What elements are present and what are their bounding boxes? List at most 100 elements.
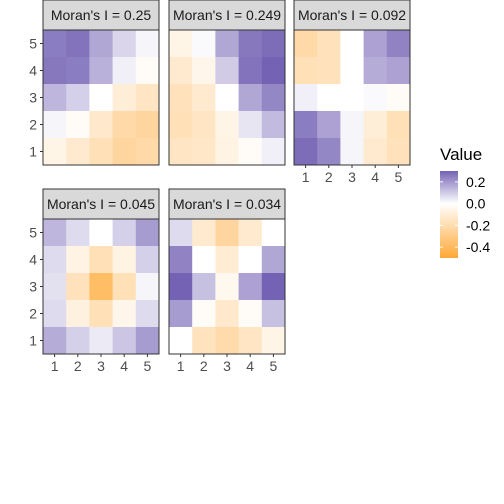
heatmap-cell xyxy=(43,327,67,355)
heatmap-cell xyxy=(89,300,114,328)
heatmap-cell xyxy=(215,30,240,58)
heatmap-cell xyxy=(261,138,286,166)
heatmap-cell xyxy=(112,246,137,274)
heatmap-cell xyxy=(43,246,67,274)
heatmap-cell xyxy=(135,273,160,301)
panel-border xyxy=(168,29,286,166)
x-tick-label: 3 xyxy=(348,169,356,185)
heatmap-cell xyxy=(89,273,114,301)
heatmap-cell xyxy=(386,111,411,139)
heatmap-cell xyxy=(192,219,216,247)
color-legend: Value 0.2 0.0 -0.2 -0.4 xyxy=(440,145,490,258)
y-tick-label: 3 xyxy=(29,279,37,295)
heatmap-cell xyxy=(89,246,114,274)
x-tick-label: 1 xyxy=(177,358,185,374)
x-tick-label: 3 xyxy=(97,358,105,374)
heatmap-cell xyxy=(261,246,286,274)
x-tick-label: 2 xyxy=(200,358,208,374)
heatmap-cell xyxy=(43,30,67,58)
heatmap-cell xyxy=(294,111,318,139)
heatmap-cell xyxy=(340,111,365,139)
heatmap-cell xyxy=(192,111,216,139)
heatmap-cell xyxy=(43,111,67,139)
heatmap-cell xyxy=(340,30,365,58)
heatmap-cell xyxy=(66,300,90,328)
heatmap-cell xyxy=(317,84,341,112)
heatmap-cell xyxy=(43,300,67,328)
heatmap-cell xyxy=(43,138,67,166)
y-tick-label: 1 xyxy=(29,333,37,349)
heatmap-cell xyxy=(294,30,318,58)
heatmap-cell xyxy=(89,57,114,85)
heatmap-cell xyxy=(66,57,90,85)
heatmap-cell xyxy=(66,84,90,112)
panel-strip-label: Moran's I = 0.045 xyxy=(47,196,155,212)
heatmap-cell xyxy=(294,57,318,85)
panel-strip-label: Moran's I = 0.249 xyxy=(173,7,281,23)
heatmap-cell xyxy=(340,84,365,112)
heatmap-cell xyxy=(317,111,341,139)
heatmap-cell xyxy=(215,273,240,301)
heatmap-cell xyxy=(363,57,388,85)
heatmap-cell xyxy=(112,327,137,355)
heatmap-cell xyxy=(169,30,193,58)
legend-tick-label: -0.4 xyxy=(466,239,490,255)
heatmap-cell xyxy=(215,246,240,274)
panel-3: Moran's I = 0.092 1 2 3 4 5 xyxy=(293,0,411,185)
heatmap-cell xyxy=(192,300,216,328)
heatmap-cell xyxy=(261,84,286,112)
heatmap-cell xyxy=(135,30,160,58)
heatmap-cell xyxy=(261,57,286,85)
heatmap-cell xyxy=(43,219,67,247)
heatmap-cell xyxy=(238,111,263,139)
x-tick-label: 4 xyxy=(120,358,128,374)
panel-strip-label: Moran's I = 0.25 xyxy=(51,7,152,23)
heatmap-cell xyxy=(169,111,193,139)
panel-5: Moran's I = 0.034 1 2 3 4 5 xyxy=(168,188,286,374)
x-tick-label: 1 xyxy=(302,169,310,185)
heatmap-cell xyxy=(363,111,388,139)
heatmap-cell xyxy=(66,273,90,301)
heatmap-cell xyxy=(135,84,160,112)
heatmap-cell xyxy=(363,30,388,58)
panel-strip xyxy=(293,0,411,31)
legend-colorbar xyxy=(440,171,458,258)
heatmap-cell xyxy=(89,327,114,355)
heatmap-cell xyxy=(112,300,137,328)
panel-2: Moran's I = 0.249 xyxy=(168,0,286,166)
heatmap-cell xyxy=(89,111,114,139)
heatmap-cell xyxy=(66,327,90,355)
heatmap-cell xyxy=(363,84,388,112)
heatmap-cell xyxy=(215,327,240,355)
heatmap-cell xyxy=(135,138,160,166)
heatmap-cell xyxy=(238,84,263,112)
heatmap-cell xyxy=(192,30,216,58)
heatmap-cell xyxy=(89,30,114,58)
panel-strip xyxy=(168,0,286,31)
legend-tick-label: 0.0 xyxy=(466,196,486,212)
heatmap-cell xyxy=(215,219,240,247)
heatmap-cell xyxy=(112,84,137,112)
heatmap-cell xyxy=(192,138,216,166)
y-tick-label: 4 xyxy=(29,252,37,268)
heatmap-cell xyxy=(386,138,411,166)
heatmap-cell xyxy=(66,30,90,58)
heatmap-cell xyxy=(261,273,286,301)
heatmap-cell xyxy=(135,300,160,328)
heatmap-cell xyxy=(169,327,193,355)
heatmap-cell xyxy=(112,57,137,85)
x-tick-label: 2 xyxy=(325,169,333,185)
heatmap-cell xyxy=(386,84,411,112)
heatmap-cell xyxy=(135,219,160,247)
heatmap-cell xyxy=(112,273,137,301)
heatmap-cell xyxy=(112,30,137,58)
y-tick-label: 3 xyxy=(29,90,37,106)
heatmap-cell xyxy=(66,246,90,274)
heatmap-cell xyxy=(169,138,193,166)
heatmap-cell xyxy=(294,84,318,112)
heatmap-cell xyxy=(215,84,240,112)
heatmap-cell xyxy=(317,30,341,58)
heatmap-cell xyxy=(340,57,365,85)
heatmap-cell xyxy=(135,111,160,139)
